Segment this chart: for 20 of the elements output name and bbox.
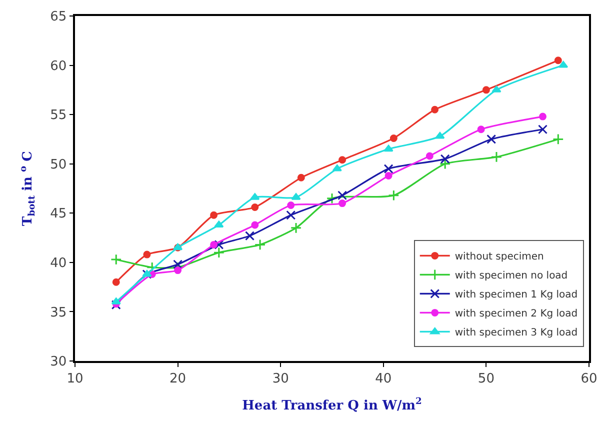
y-tick-label: 30 bbox=[50, 354, 67, 370]
legend-label: with specimen 1 Kg load bbox=[454, 290, 578, 301]
x-axis-title: Heat Transfer Q in W/m$^{2}$ bbox=[242, 396, 422, 414]
x-tick-label: 30 bbox=[272, 371, 289, 386]
legend-label: without specimen bbox=[454, 252, 544, 263]
y-tick-label: 60 bbox=[50, 58, 67, 74]
x-tick-label: 50 bbox=[478, 371, 494, 386]
y-tick-label: 40 bbox=[50, 256, 67, 271]
legend-label: with specimen no load bbox=[454, 270, 568, 282]
y-tick-label: 65 bbox=[50, 10, 67, 25]
x-tick-label: 10 bbox=[66, 371, 84, 386]
x-tick-label: 60 bbox=[580, 371, 598, 386]
y-tick-label: 50 bbox=[50, 157, 67, 172]
legend-label: with specimen 2 Kg load bbox=[454, 308, 578, 320]
x-tick-label: 20 bbox=[170, 371, 186, 386]
legend-label: with specimen 3 Kg load bbox=[454, 328, 578, 339]
x-tick-label: 40 bbox=[375, 371, 392, 386]
y-tick-label: 35 bbox=[50, 305, 67, 320]
y-tick-label: 55 bbox=[50, 108, 67, 124]
y-tick-label: 45 bbox=[50, 206, 67, 222]
